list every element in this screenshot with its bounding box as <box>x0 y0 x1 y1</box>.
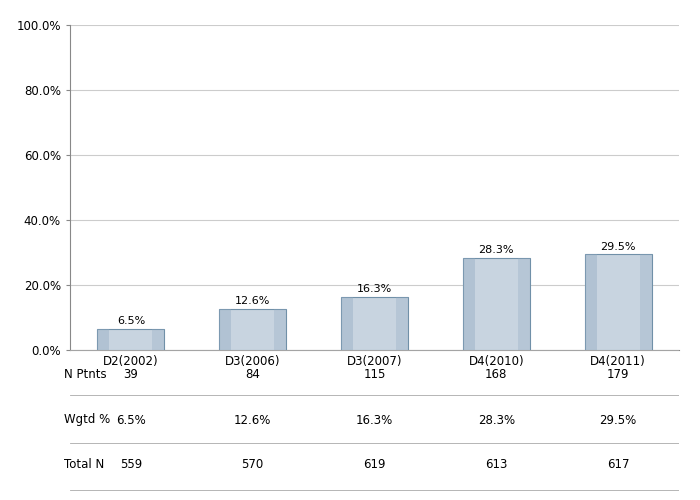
Bar <box>219 309 231 350</box>
Text: 617: 617 <box>607 458 629 471</box>
Text: 115: 115 <box>363 368 386 382</box>
Bar <box>584 254 652 350</box>
Bar <box>97 329 164 350</box>
Text: 29.5%: 29.5% <box>599 414 637 426</box>
Text: 613: 613 <box>485 458 508 471</box>
Text: Wgtd %: Wgtd % <box>64 414 110 426</box>
Text: 6.5%: 6.5% <box>116 414 146 426</box>
Text: 12.6%: 12.6% <box>235 296 270 306</box>
Text: 559: 559 <box>120 458 142 471</box>
Text: 28.3%: 28.3% <box>479 246 514 256</box>
Text: 168: 168 <box>485 368 508 382</box>
Text: N Ptnts: N Ptnts <box>64 368 106 382</box>
Text: 179: 179 <box>607 368 629 382</box>
Text: Total N: Total N <box>64 458 104 471</box>
Text: 570: 570 <box>241 458 264 471</box>
Bar <box>219 309 286 350</box>
Text: 6.5%: 6.5% <box>117 316 145 326</box>
Text: 39: 39 <box>123 368 139 382</box>
Text: 16.3%: 16.3% <box>356 414 393 426</box>
Bar <box>463 258 530 350</box>
Bar <box>584 254 596 350</box>
Bar <box>640 254 652 350</box>
Bar <box>274 309 286 350</box>
Bar <box>97 329 109 350</box>
Bar <box>396 297 408 350</box>
Text: 619: 619 <box>363 458 386 471</box>
Text: 84: 84 <box>245 368 260 382</box>
Bar <box>518 258 530 350</box>
Bar <box>341 297 353 350</box>
Text: 12.6%: 12.6% <box>234 414 272 426</box>
Text: 29.5%: 29.5% <box>601 242 636 252</box>
Bar <box>463 258 475 350</box>
Text: 16.3%: 16.3% <box>357 284 392 294</box>
Bar <box>153 329 164 350</box>
Text: 28.3%: 28.3% <box>477 414 515 426</box>
Bar <box>341 297 408 350</box>
